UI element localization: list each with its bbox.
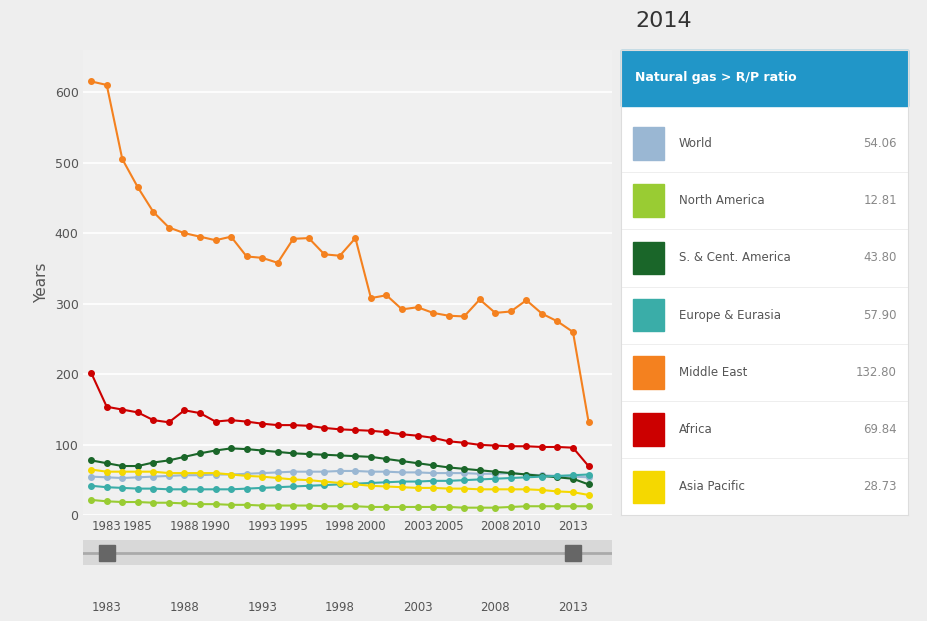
FancyBboxPatch shape [632, 127, 664, 160]
Text: Europe & Eurasia: Europe & Eurasia [679, 309, 781, 322]
FancyBboxPatch shape [632, 356, 664, 389]
Text: Middle East: Middle East [679, 366, 747, 379]
Text: 43.80: 43.80 [864, 252, 897, 265]
Text: 57.90: 57.90 [863, 309, 897, 322]
Y-axis label: Years: Years [34, 262, 49, 303]
Text: Natural gas > R/P ratio: Natural gas > R/P ratio [636, 71, 797, 84]
Text: 69.84: 69.84 [863, 423, 897, 436]
Text: World: World [679, 137, 713, 150]
FancyBboxPatch shape [632, 414, 664, 446]
FancyBboxPatch shape [632, 299, 664, 332]
FancyBboxPatch shape [621, 50, 908, 106]
Text: S. & Cent. America: S. & Cent. America [679, 252, 791, 265]
Text: 54.06: 54.06 [863, 137, 897, 150]
Text: Asia Pacific: Asia Pacific [679, 480, 744, 493]
Text: 2014: 2014 [636, 11, 692, 31]
Text: 132.80: 132.80 [857, 366, 897, 379]
Text: 12.81: 12.81 [863, 194, 897, 207]
Text: Africa: Africa [679, 423, 712, 436]
Text: 28.73: 28.73 [863, 480, 897, 493]
FancyBboxPatch shape [632, 184, 664, 217]
Text: North America: North America [679, 194, 764, 207]
FancyBboxPatch shape [632, 471, 664, 503]
FancyBboxPatch shape [632, 242, 664, 274]
